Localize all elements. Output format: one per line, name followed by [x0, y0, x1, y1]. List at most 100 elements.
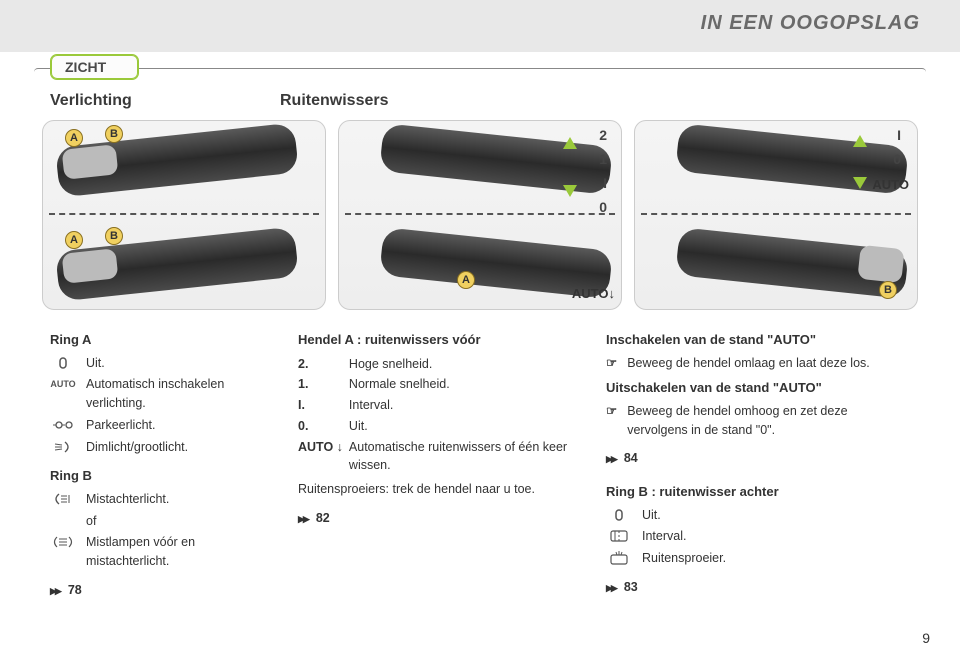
section-tab: ZICHT [50, 54, 139, 80]
item-label: Automatisch inschakelen verlichting. [86, 375, 280, 413]
k: 2. [298, 354, 349, 375]
label-I: I [603, 175, 607, 191]
enable-auto-title: Inschakelen van de stand "AUTO" [606, 330, 896, 350]
table-row: 2.Hoge snelheid. [298, 354, 588, 375]
text-columns: Ring A Uit. AUTO Automatisch inschakelen… [50, 330, 920, 600]
page-ref: 84 [606, 449, 896, 468]
item-label: Interval. [642, 527, 686, 546]
table-row: 0.Uit. [298, 416, 588, 437]
column-ring-a-b: Ring A Uit. AUTO Automatisch inschakelen… [50, 330, 280, 600]
list-item: Dimlicht/grootlicht. [50, 438, 280, 457]
disable-auto-text: ☞ Beweeg de hendel omhoog en zet deze ve… [606, 402, 896, 440]
panel-wiper-front: A 2 1 I 0 AUTO↓ [338, 120, 622, 310]
item-label: of [86, 512, 96, 531]
off-icon [606, 506, 632, 524]
list-item: of [50, 512, 280, 531]
k: I. [298, 395, 349, 416]
item-label: Uit. [642, 506, 661, 525]
hendel-a-title: Hendel A : ruitenwissers vóór [298, 330, 588, 350]
item-label: Uit. [86, 354, 105, 373]
ringb-rear-title: Ring B : ruitenwisser achter [606, 482, 896, 502]
k: 0. [298, 416, 349, 437]
page-ref-num: 83 [624, 578, 638, 597]
off-icon [50, 354, 76, 372]
list-item: Ruitensproeier. [606, 549, 896, 568]
page-ref: 83 [606, 578, 896, 597]
label-02: 0 [893, 151, 901, 167]
label-1: 1 [599, 151, 607, 167]
v: Uit. [349, 416, 588, 437]
hendel-a-table: 2.Hoge snelheid. 1.Normale snelheid. I.I… [298, 354, 588, 477]
dash-line-2 [345, 213, 615, 215]
pointer-icon: ☞ [606, 402, 617, 421]
v: Automatische ruitenwissers of één keer w… [349, 437, 588, 477]
label-0: 0 [599, 199, 607, 215]
column-hendel-a: Hendel A : ruitenwissers vóór 2.Hoge sne… [298, 330, 588, 600]
page-ref-num: 84 [624, 449, 638, 468]
panel-lighting: A B A B [42, 120, 326, 310]
list-item: Mistachterlicht. [50, 490, 280, 509]
text: Beweeg de hendel omhoog en zet deze verv… [627, 402, 896, 440]
hendel-a-tail: Ruitensproeiers: trek de hendel naar u t… [298, 480, 588, 499]
dash-line-3 [641, 213, 911, 215]
page-ref-icon [606, 578, 616, 597]
interval-icon [606, 527, 632, 545]
list-item: Mistlampen vóór en mistachterlicht. [50, 533, 280, 571]
item-label: Parkeerlicht. [86, 416, 155, 435]
heading-verlichting: Verlichting [50, 92, 280, 110]
arrow-down-icon [563, 185, 577, 197]
label-auto: AUTO [872, 177, 909, 192]
marker-a3: A [457, 271, 475, 289]
heading-ruitenwissers: Ruitenwissers [280, 92, 880, 110]
v: Interval. [349, 395, 588, 416]
page-ref-num: 82 [316, 509, 330, 528]
arrow-up-icon [563, 137, 577, 149]
list-item: Uit. [50, 354, 280, 373]
ring-b-auto [857, 245, 904, 283]
tab-wrap: ZICHT [50, 54, 139, 80]
page-number: 9 [922, 630, 930, 646]
page-ref-icon [50, 581, 60, 600]
page-ref: 78 [50, 581, 280, 600]
label-2: 2 [599, 127, 607, 143]
pointer-icon: ☞ [606, 354, 617, 373]
list-item: Uit. [606, 506, 896, 525]
page-ref-icon [298, 509, 308, 528]
k: AUTO ↓ [298, 437, 349, 477]
tab-outline [34, 68, 926, 76]
enable-auto-text: ☞ Beweeg de hendel omlaag en laat deze l… [606, 354, 896, 373]
ring-a-title: Ring A [50, 330, 280, 350]
v: Normale snelheid. [349, 374, 588, 395]
page-ref-num: 78 [68, 581, 82, 600]
panel-wiper-auto: B I 0 AUTO [634, 120, 918, 310]
page-ref: 82 [298, 509, 588, 528]
item-label: Mistlampen vóór en mistachterlicht. [86, 533, 280, 571]
label-auto-down: AUTO↓ [572, 286, 615, 301]
label-I2: I [897, 127, 901, 143]
item-label: Dimlicht/grootlicht. [86, 438, 188, 457]
stalk-wiper-upper [379, 123, 613, 195]
dipped-icon [50, 438, 76, 456]
arrow-down-icon-2 [853, 177, 867, 189]
marker-b1: B [105, 125, 123, 143]
auto-icon: AUTO [50, 375, 76, 393]
rearfog-icon [50, 490, 76, 508]
column-auto: Inschakelen van de stand "AUTO" ☞ Beweeg… [606, 330, 896, 600]
spacer [50, 512, 76, 530]
ring-a-lower [62, 248, 119, 283]
list-item: Interval. [606, 527, 896, 546]
k: 1. [298, 374, 349, 395]
page-header: IN EEN OOGOPSLAG [701, 12, 920, 35]
list-item: Parkeerlicht. [50, 416, 280, 435]
arrow-up-icon-2 [853, 135, 867, 147]
section-headings: Verlichting Ruitenwissers [50, 92, 910, 110]
marker-b3: B [879, 281, 897, 299]
v: Hoge snelheid. [349, 354, 588, 375]
panels: A B A B A 2 1 I 0 AUTO↓ B I 0 AUTO [42, 120, 918, 310]
page-ref-icon [606, 449, 616, 468]
table-row: 1.Normale snelheid. [298, 374, 588, 395]
list-item: AUTO Automatisch inschakelen verlichting… [50, 375, 280, 413]
dash-line [49, 213, 319, 215]
item-label: Mistachterlicht. [86, 490, 169, 509]
marker-a1: A [65, 129, 83, 147]
